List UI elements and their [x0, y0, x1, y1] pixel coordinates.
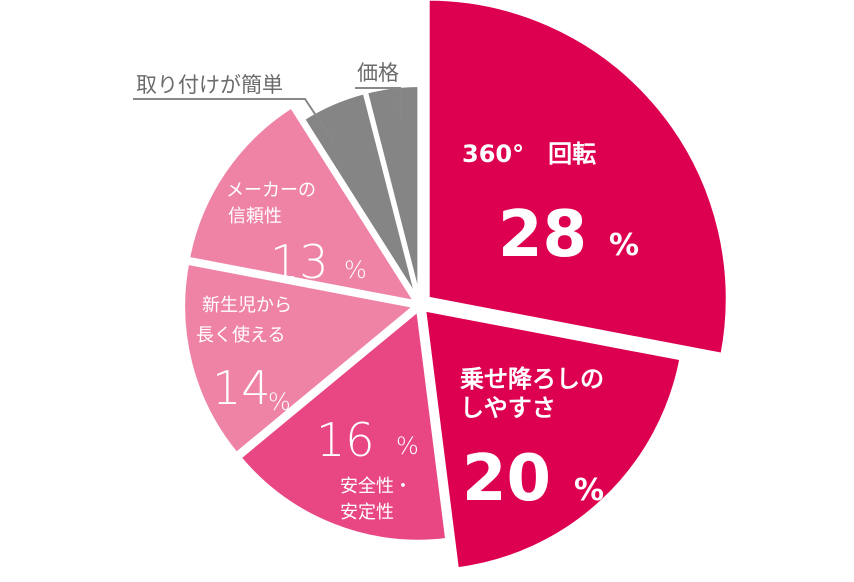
rotate-value: 28: [498, 198, 587, 272]
newborn-label-line2: 長く使える: [196, 325, 285, 346]
loading-label-line1: 乗せ降ろしの: [460, 365, 604, 393]
loading-label-line2: しやすさ: [460, 394, 556, 422]
pie-slices: [181, 0, 730, 572]
safety-percent: %: [396, 432, 419, 460]
safety-label-line1: 安全性・: [340, 476, 412, 497]
install-leader-line: [133, 98, 334, 142]
pie-slice-newborn: [181, 260, 418, 457]
loading-percent: %: [574, 473, 604, 508]
newborn-label-line1: 新生児から: [202, 295, 292, 316]
rotate-label: 360° 回転: [462, 140, 596, 168]
loading-value: 20: [462, 442, 551, 516]
newborn-value: 14: [212, 361, 271, 415]
pie-slice-price: [363, 83, 422, 303]
newborn-percent: %: [268, 388, 291, 416]
pie-slice-loading: [422, 307, 684, 572]
pie-slice-safety: [237, 307, 450, 544]
install-label: 取り付けが簡単: [136, 73, 283, 97]
rotate-percent: %: [609, 228, 639, 263]
maker-label-line1: メーカーの: [226, 180, 316, 201]
safety-label-line2: 安定性: [340, 502, 394, 523]
price-label: 価格: [357, 61, 399, 85]
maker-value: 13: [270, 235, 329, 289]
maker-label-line2: 信頼性: [228, 206, 282, 227]
price-leader-line: [355, 87, 402, 118]
maker-percent: %: [344, 256, 367, 284]
pie-slice-maker: [185, 104, 418, 305]
pie-slice-rotate: [425, 0, 730, 357]
safety-value: 16: [316, 413, 375, 467]
